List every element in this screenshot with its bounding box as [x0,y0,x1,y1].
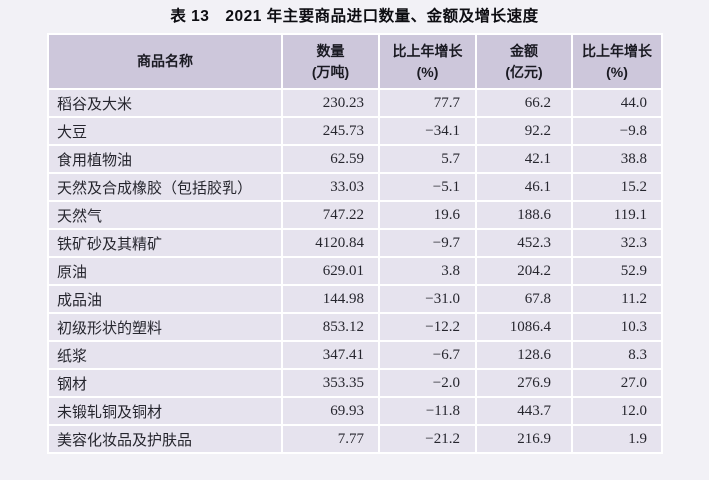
header-row: 商品名称 数量 (万吨) 比上年增长 (%) 金额 (亿元) 比上年增长 [49,35,661,88]
value-cell: 853.12 [283,314,378,340]
value-cell: −6.7 [380,342,475,368]
column-header-quantity: 数量 (万吨) [283,35,378,88]
column-header-line1: 比上年增长 [392,42,463,59]
value-cell: −11.8 [380,398,475,424]
table-title: 表 13 2021 年主要商品进口数量、金额及增长速度 [170,8,539,25]
value-cell: 33.03 [283,174,378,200]
column-header-amount: 金额 (亿元) [477,35,571,88]
value-cell: 1.9 [573,426,661,452]
value-cell: 443.7 [477,398,571,424]
value-cell: 12.0 [573,398,661,424]
value-cell: 19.6 [380,202,475,228]
commodity-name-cell: 天然及合成橡胶（包括胶乳） [49,174,281,200]
value-cell: 276.9 [477,370,571,396]
value-cell: 347.41 [283,342,378,368]
column-header-line2: (万吨) [311,63,350,80]
value-cell: −9.7 [380,230,475,256]
value-cell: 144.98 [283,286,378,312]
column-header-quantity-growth: 比上年增长 (%) [380,35,475,88]
commodity-name-cell: 初级形状的塑料 [49,314,281,340]
value-cell: 629.01 [283,258,378,284]
table-row: 未锻轧铜及铜材 69.93 −11.8 443.7 12.0 [49,398,661,424]
commodity-name-cell: 钢材 [49,370,281,396]
import-commodities-table: 商品名称 数量 (万吨) 比上年增长 (%) 金额 (亿元) 比上年增长 [47,33,663,454]
value-cell: 67.8 [477,286,571,312]
table-row: 美容化妆品及护肤品 7.77 −21.2 216.9 1.9 [49,426,661,452]
value-cell: 216.9 [477,426,571,452]
value-cell: 38.8 [573,146,661,172]
commodity-name-cell: 天然气 [49,202,281,228]
table-row: 稻谷及大米 230.23 77.7 66.2 44.0 [49,90,661,116]
column-header-line2: (%) [416,63,439,80]
table-row: 大豆 245.73 −34.1 92.2 −9.8 [49,118,661,144]
value-cell: 204.2 [477,258,571,284]
table-row: 铁矿砂及其精矿 4120.84 −9.7 452.3 32.3 [49,230,661,256]
commodity-name-cell: 铁矿砂及其精矿 [49,230,281,256]
commodity-name-cell: 大豆 [49,118,281,144]
value-cell: 92.2 [477,118,571,144]
column-header-line1: 数量 [316,42,345,59]
value-cell: 66.2 [477,90,571,116]
value-cell: −34.1 [380,118,475,144]
value-cell: 15.2 [573,174,661,200]
value-cell: 46.1 [477,174,571,200]
table-row: 初级形状的塑料 853.12 −12.2 1086.4 10.3 [49,314,661,340]
value-cell: 452.3 [477,230,571,256]
commodity-name-cell: 成品油 [49,286,281,312]
value-cell: −2.0 [380,370,475,396]
commodity-name-cell: 稻谷及大米 [49,90,281,116]
value-cell: 188.6 [477,202,571,228]
value-cell: 5.7 [380,146,475,172]
table-row: 天然及合成橡胶（包括胶乳） 33.03 −5.1 46.1 15.2 [49,174,661,200]
commodity-name-cell: 纸浆 [49,342,281,368]
value-cell: 747.22 [283,202,378,228]
value-cell: 8.3 [573,342,661,368]
column-header-line1: 商品名称 [137,53,193,69]
value-cell: 119.1 [573,202,661,228]
value-cell: 10.3 [573,314,661,340]
value-cell: 1086.4 [477,314,571,340]
table-row: 钢材 353.35 −2.0 276.9 27.0 [49,370,661,396]
value-cell: 353.35 [283,370,378,396]
value-cell: 32.3 [573,230,661,256]
value-cell: 27.0 [573,370,661,396]
value-cell: 128.6 [477,342,571,368]
commodity-name-cell: 原油 [49,258,281,284]
value-cell: 230.23 [283,90,378,116]
value-cell: −5.1 [380,174,475,200]
table-row: 食用植物油 62.59 5.7 42.1 38.8 [49,146,661,172]
value-cell: 62.59 [283,146,378,172]
column-header-amount-growth: 比上年增长 (%) [573,35,661,88]
table-row: 纸浆 347.41 −6.7 128.6 8.3 [49,342,661,368]
value-cell: −9.8 [573,118,661,144]
table-row: 原油 629.01 3.8 204.2 52.9 [49,258,661,284]
value-cell: −12.2 [380,314,475,340]
value-cell: 4120.84 [283,230,378,256]
value-cell: 3.8 [380,258,475,284]
commodity-name-cell: 未锻轧铜及铜材 [49,398,281,424]
value-cell: 11.2 [573,286,661,312]
column-header-line2: (%) [606,63,628,80]
column-header-commodity: 商品名称 [49,35,281,88]
value-cell: 77.7 [380,90,475,116]
value-cell: 245.73 [283,118,378,144]
value-cell: −31.0 [380,286,475,312]
value-cell: 52.9 [573,258,661,284]
value-cell: 69.93 [283,398,378,424]
value-cell: −21.2 [380,426,475,452]
column-header-line1: 比上年增长 [582,42,652,59]
table-row: 天然气 747.22 19.6 188.6 119.1 [49,202,661,228]
value-cell: 42.1 [477,146,571,172]
commodity-name-cell: 美容化妆品及护肤品 [49,426,281,452]
value-cell: 7.77 [283,426,378,452]
table-row: 成品油 144.98 −31.0 67.8 11.2 [49,286,661,312]
column-header-line2: (亿元) [505,63,543,80]
commodity-name-cell: 食用植物油 [49,146,281,172]
value-cell: 44.0 [573,90,661,116]
column-header-line1: 金额 [510,42,538,59]
